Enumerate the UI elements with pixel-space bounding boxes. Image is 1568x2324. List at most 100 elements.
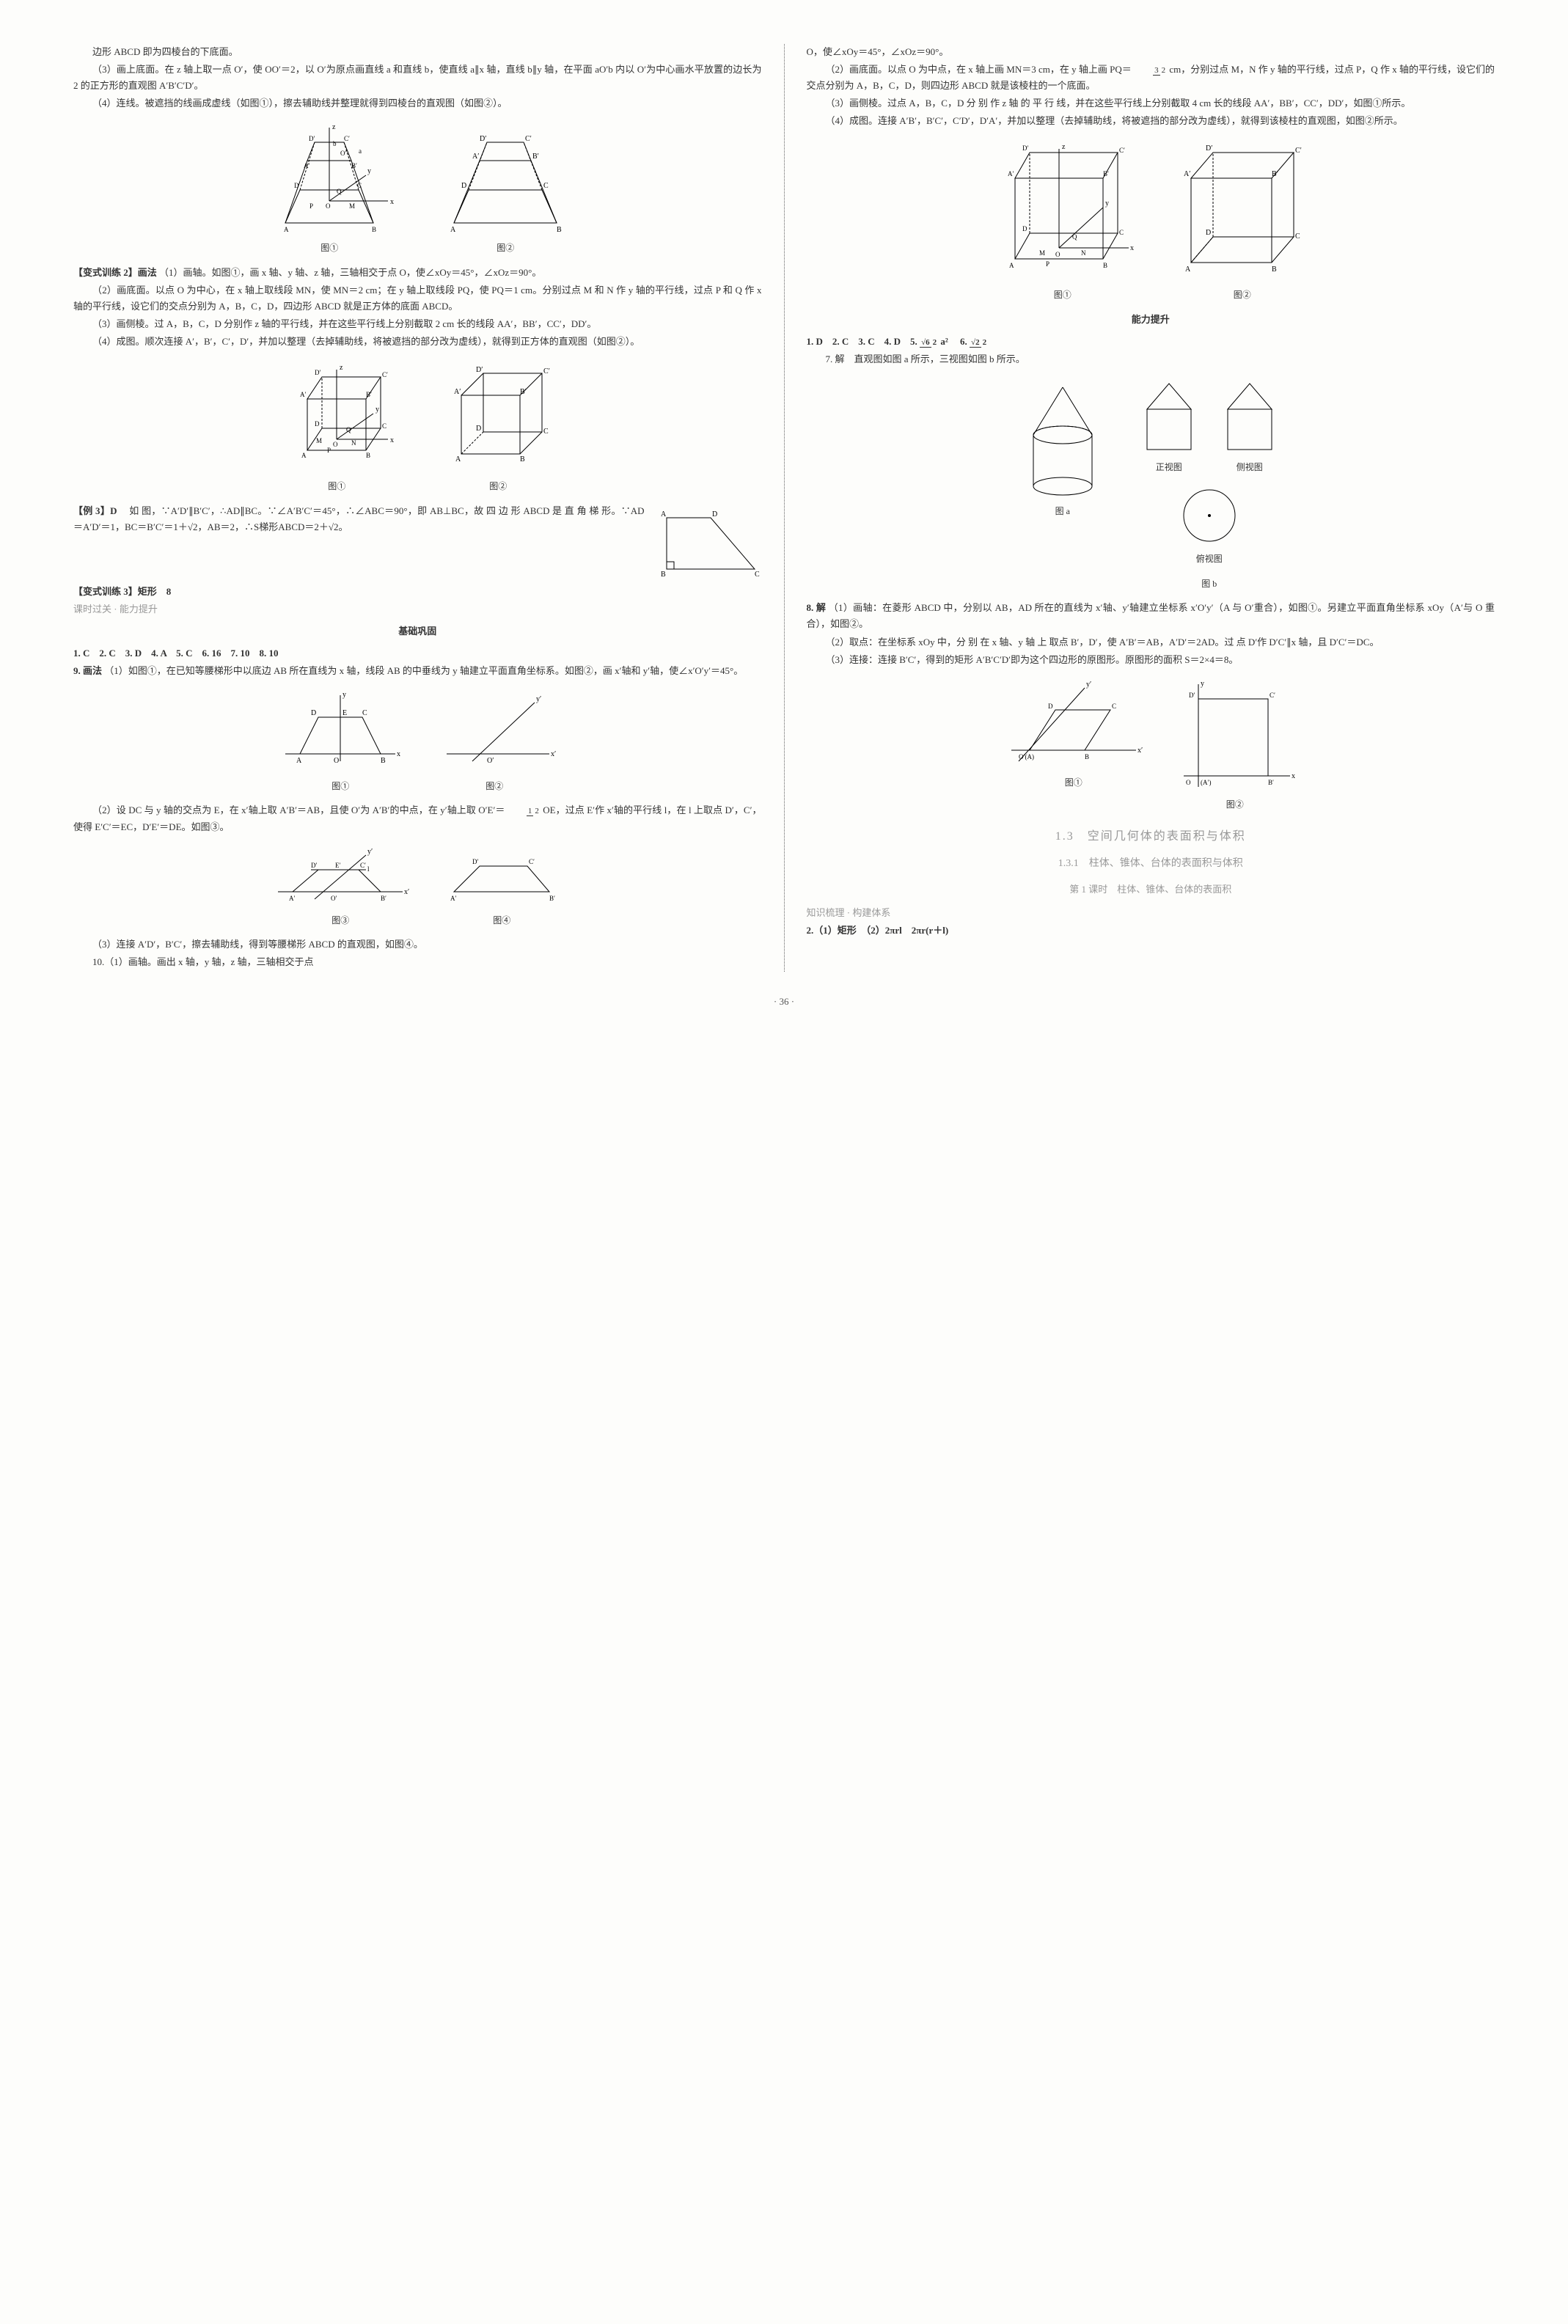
right-p2a: （2）画底面。以点 O 为中点，在 x 轴上画 MN＝3 cm，在 y 轴上画 …	[826, 64, 1132, 75]
svg-text:O: O	[1055, 251, 1060, 258]
svg-text:A′: A′	[472, 153, 479, 161]
svg-text:B′: B′	[549, 895, 555, 902]
front-view-icon	[1136, 376, 1202, 457]
right-p3: （3）画侧棱。过点 A，B，C，D 分 别 作 z 轴 的 平 行 线，并在这些…	[807, 95, 1495, 111]
svg-text:y: y	[1105, 199, 1109, 208]
svg-text:B: B	[1085, 753, 1089, 760]
side-view-icon	[1217, 376, 1283, 457]
svg-text:B′: B′	[520, 388, 527, 396]
fig-r1-1: x y z AB CD A′B′ C′D′ MN PQ O	[986, 138, 1140, 302]
frustum-icon: AB CD A′B′ C′D′	[432, 120, 579, 238]
svg-text:D′: D′	[311, 862, 317, 869]
svg-text:C′: C′	[1119, 147, 1125, 154]
bianshi2-4: （4）成图。顺次连接 A′，B′，C′，D′，并加以整理（去掉辅助线，将被遮挡的…	[73, 334, 762, 350]
svg-text:D: D	[461, 182, 466, 190]
svg-text:x: x	[1292, 772, 1295, 780]
svg-text:x: x	[390, 198, 394, 206]
right-p1: O，使∠xOy＝45°，∠xOz＝90°。	[807, 44, 1495, 60]
svg-text:C: C	[382, 422, 386, 430]
li3-text: 如 图，∵A′D′∥B′C′，∴AD∥BC。∵∠A′B′C′＝45°，∴∠ABC…	[73, 505, 645, 532]
svg-text:O: O	[333, 441, 338, 448]
svg-text:C: C	[1295, 232, 1300, 241]
q7: 7. 解 直观图如图 a 所示，三视图如图 b 所示。	[807, 351, 1495, 367]
fig-1-2: AB CD A′B′ C′D′ 图②	[432, 120, 579, 255]
svg-text:y: y	[342, 691, 346, 699]
q8-1: （1）画轴：在菱形 ABCD 中，分别以 AB，AD 所在的直线为 x′轴、y′…	[807, 602, 1495, 629]
figure-row-r2: 图 a 正视图	[807, 376, 1495, 591]
svg-text:l: l	[367, 865, 370, 873]
fig-r3-1-caption: 图①	[1065, 775, 1082, 790]
top-view: 俯视图	[1176, 483, 1242, 566]
svg-text:x′: x′	[551, 750, 556, 758]
svg-text:A′: A′	[1184, 170, 1190, 178]
frac-3-2: 32	[1134, 66, 1167, 75]
keshi-1: 第 1 课时 柱体、锥体、台体的表面积	[807, 881, 1495, 898]
svg-text:M: M	[316, 437, 322, 444]
svg-text:C′: C′	[1295, 147, 1302, 155]
three-views: 正视图 侧视图 俯视图	[1136, 376, 1283, 591]
left-p2: （3）画上底面。在 z 轴上取一点 O′，使 OO′＝2，以 O′为原点画直线 …	[73, 62, 762, 94]
svg-text:A: A	[301, 452, 307, 459]
svg-text:A: A	[455, 455, 461, 463]
frac-sqrt6-2: √62	[920, 338, 938, 347]
oblique-axes-icon: x′ y′ O′	[432, 688, 557, 776]
jichu-answers: 1. C 2. C 3. D 4. A 5. C 6. 16 7. 10 8. …	[73, 645, 762, 661]
svg-text:O: O	[326, 202, 331, 210]
svg-text:D: D	[712, 510, 717, 518]
svg-text:B′: B′	[1272, 170, 1278, 178]
bianshi2: 【变式训练 2】画法 （1）画轴。如图①，画 x 轴、y 轴、z 轴，三轴相交于…	[73, 265, 762, 281]
fig-3-1-caption: 图①	[331, 779, 349, 793]
svg-text:A′: A′	[300, 391, 306, 398]
svg-text:C: C	[362, 709, 367, 717]
fig-1-2-caption: 图②	[497, 241, 514, 255]
fig-4-2-caption: 图④	[493, 913, 510, 928]
fig-cone-cylinder: 图 a	[1019, 376, 1107, 591]
q9-2: （2）设 DC 与 y 轴的交点为 E，在 x′轴上取 A′B′＝AB，且使 O…	[73, 802, 762, 835]
nengli-answers: 1. D 2. C 3. C 4. D 5. √62 a² 6. √22	[807, 334, 1495, 350]
svg-text:z: z	[1062, 143, 1066, 151]
top-view-icon	[1176, 483, 1242, 549]
svg-text:D: D	[294, 182, 299, 189]
q9-2a: （2）设 DC 与 y 轴的交点为 E，在 x′轴上取 A′B′＝AB，且使 O…	[92, 804, 505, 815]
bianshi2-3: （3）画侧棱。过 A，B，C，D 分别作 z 轴的平行线，并在这些平行线上分别截…	[73, 316, 762, 332]
svg-text:C′: C′	[382, 371, 388, 378]
q8-3: （3）连接：连接 B′C′，得到的矩形 A′B′C′D′即为这个四边形的原图形。…	[807, 652, 1495, 668]
svg-text:x′: x′	[404, 888, 409, 896]
prism-axes-icon: x y z AB CD A′B′ C′D′ MN PQ O	[986, 138, 1140, 285]
svg-text:C: C	[543, 428, 549, 436]
figure-row-r3: x′ y′ O′(A)B CD 图① x y O(A′) B′ C′D′ 图②	[807, 677, 1495, 812]
keshi-header: 课时过关 · 能力提升	[73, 601, 762, 617]
frac-half: 12	[508, 807, 541, 815]
fig-1-1: x y z AB CD A′B′ C′D′ O O′ MP Qa	[256, 120, 403, 255]
q9: 9. 画法 （1）如图①，在已知等腰梯形中以底边 AB 所在直线为 x 轴，线段…	[73, 663, 762, 679]
svg-text:C′: C′	[1270, 692, 1275, 699]
right-column: O，使∠xOy＝45°，∠xOz＝90°。 （2）画底面。以点 O 为中点，在 …	[807, 44, 1495, 972]
q9-1: （1）如图①，在已知等腰梯形中以底边 AB 所在直线为 x 轴，线段 AB 的中…	[104, 665, 743, 676]
jichu-title: 基础巩固	[73, 623, 762, 639]
svg-text:A: A	[284, 226, 289, 233]
svg-text:D: D	[1022, 225, 1027, 232]
svg-text:P: P	[1046, 260, 1049, 268]
svg-text:x′: x′	[1137, 747, 1143, 755]
q8: 8. 解 （1）画轴：在菱形 ABCD 中，分别以 AB，AD 所在的直线为 x…	[807, 600, 1495, 632]
figure-row-4: x′ y′ l A′B′ C′D′ E′O′ 图③ A′B′ C′D′ 图④	[73, 844, 762, 928]
svg-text:B′: B′	[1268, 779, 1274, 786]
svg-text:B: B	[557, 226, 562, 234]
svg-text:C: C	[357, 182, 362, 189]
zhishi-header: 知识梳理 · 构建体系	[807, 905, 1495, 921]
svg-text:O: O	[334, 757, 339, 765]
svg-text:a: a	[359, 147, 362, 155]
fig-3-2: x′ y′ O′ 图②	[432, 688, 557, 793]
svg-text:C′: C′	[543, 367, 550, 375]
frustum-axes-icon: x y z AB CD A′B′ C′D′ O O′ MP Qa	[256, 120, 403, 238]
trapezoid-result-icon: A′B′ C′D′	[439, 844, 564, 910]
page-container: 边形 ABCD 即为四棱台的下底面。 （3）画上底面。在 z 轴上取一点 O′，…	[73, 44, 1495, 972]
li3-title: 【例 3】D	[73, 505, 117, 516]
figure-row-r1: x y z AB CD A′B′ C′D′ MN PQ O	[807, 138, 1495, 302]
fig-2-1: x y z AB CD A′B′ C′D′ O MN PQ	[271, 359, 403, 494]
svg-text:D: D	[315, 420, 320, 428]
svg-text:A′: A′	[1008, 170, 1014, 177]
frac-sqrt2-2: √22	[970, 338, 988, 347]
q9-3: （3）连接 A′D′，B′C′，擦去辅助线，得到等腰梯形 ABCD 的直观图，如…	[73, 936, 762, 953]
svg-text:Q: Q	[346, 426, 351, 433]
